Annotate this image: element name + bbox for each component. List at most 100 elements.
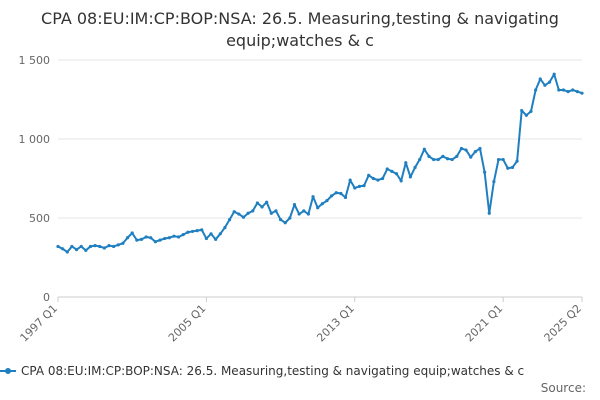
data-point [209,232,213,236]
data-point [306,212,311,216]
data-point [339,191,343,196]
data-point [427,154,431,158]
data-point [390,169,394,173]
legend-line-marker-icon [0,365,16,377]
data-point [200,228,204,232]
source-label: Source: [540,381,586,395]
chart-title: CPA 08:EU:IM:CP:BOP:NSA: 26.5. Measuring… [41,9,559,50]
data-point [385,167,389,171]
data-point [343,195,348,200]
data-point [404,161,408,165]
series-line [57,73,583,253]
data-point [61,247,65,251]
data-point [524,113,528,117]
data-point [232,210,236,214]
data-point [65,250,69,254]
data-point [311,195,315,199]
data-point [149,236,153,240]
data-point [436,157,440,162]
data-point [455,154,459,158]
y-tick-label: 500 [29,212,50,225]
data-point [88,244,93,249]
data-point [74,248,79,252]
data-point [473,150,477,154]
data-point [334,191,338,195]
data-point [112,244,116,249]
data-point [445,157,450,161]
data-point [320,202,324,206]
data-point [214,237,218,241]
data-point [84,248,88,252]
x-tick-label: 1997 Q1 [18,302,61,345]
data-point [130,231,134,235]
data-point [204,236,208,241]
data-point [255,201,259,205]
data-point [529,109,533,113]
data-point [357,184,362,188]
x-tick-label: 2025 Q2 [542,302,585,345]
data-point [510,165,515,170]
data-point [353,186,357,190]
data-point [561,88,566,92]
data-point [102,246,106,250]
legend-item[interactable]: CPA 08:EU:IM:CP:BOP:NSA: 26.5. Measuring… [0,364,524,378]
data-point [450,157,454,162]
data-point [483,170,487,174]
data-point [195,229,199,233]
y-tick-label: 0 [43,291,50,304]
y-tick-label: 1 500 [19,54,51,67]
data-point [181,232,185,237]
legend-label: CPA 08:EU:IM:CP:BOP:NSA: 26.5. Measuring… [21,364,525,378]
data-point [348,178,352,182]
data-point [362,184,366,188]
data-point [547,80,552,84]
x-tick-label: 2013 Q1 [314,302,357,345]
data-point [566,90,570,94]
data-point [538,77,542,81]
data-point [70,244,74,249]
data-point [227,217,232,222]
data-point [441,154,445,158]
data-point [246,211,250,215]
data-point [121,241,125,245]
data-point [399,179,403,183]
data-point [56,244,60,249]
data-point [297,212,301,216]
data-point [501,157,505,162]
data-point [325,199,329,203]
data-point [367,173,371,177]
data-point [571,88,575,92]
data-point [492,180,496,184]
data-point [125,236,130,240]
data-point [79,244,83,249]
chart-plot: 0 500 1 000 1 500 1997 Q1 2005 Q1 2013 Q1 2021 … [18,54,585,345]
data-point [158,238,162,242]
data-point [381,176,385,181]
legend[interactable]: CPA 08:EU:IM:CP:BOP:NSA: 26.5. Measuring… [0,364,600,380]
data-point [506,166,510,170]
data-point [218,232,222,236]
data-point [469,155,473,159]
data-point [394,172,399,176]
data-point [580,91,584,95]
y-tick-label: 1 000 [19,133,51,146]
data-point [139,237,144,241]
data-point [487,211,491,215]
data-point [186,230,190,234]
data-point [575,90,579,94]
data-point [432,157,436,162]
data-point [283,221,287,225]
data-point [251,209,255,213]
data-point [408,175,413,179]
data-point [269,211,273,215]
data-point [413,165,417,170]
data-point [241,215,246,219]
data-point [302,209,306,213]
data-point [93,244,97,248]
data-point [265,200,269,204]
data-point [496,157,501,162]
data-point [292,202,297,207]
data-point [223,225,227,230]
data-point [260,205,264,209]
